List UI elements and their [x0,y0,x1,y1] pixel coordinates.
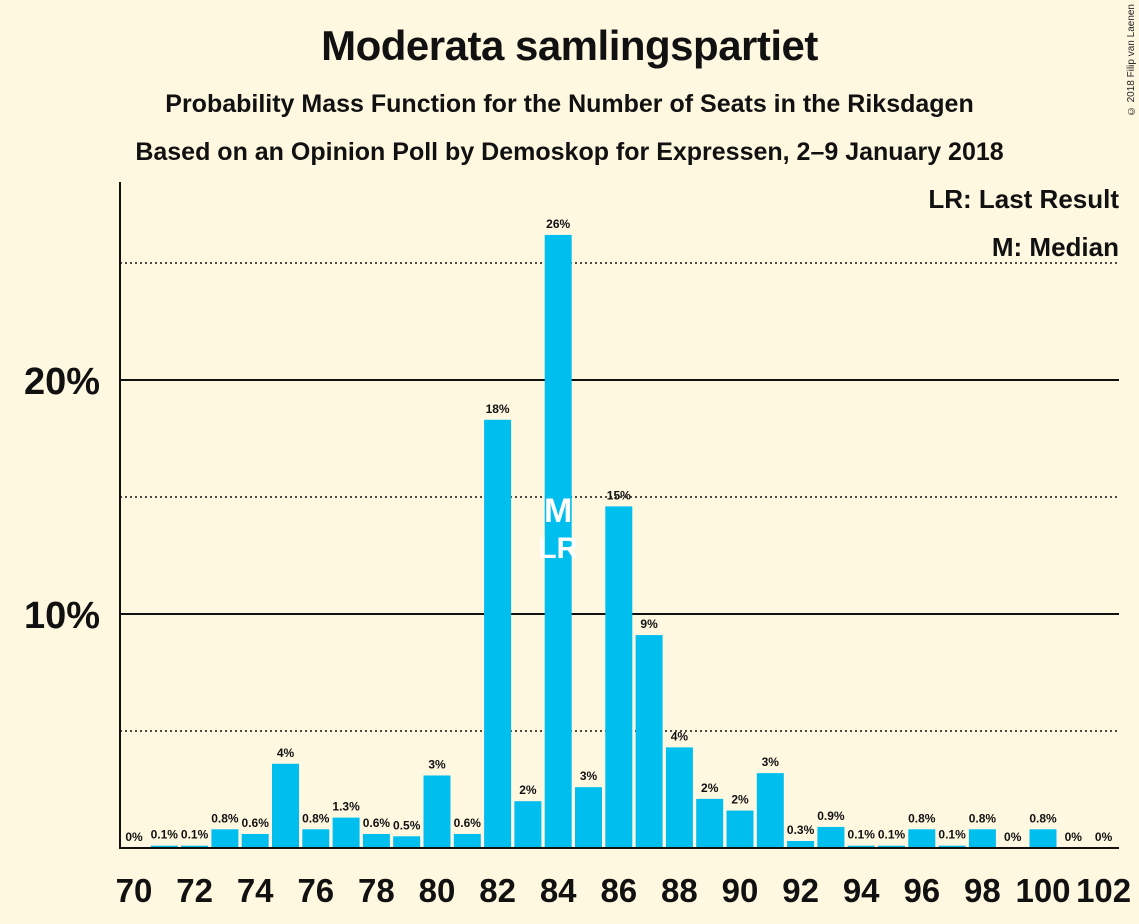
bar-value-label: 0.1% [181,828,209,842]
x-tick-label: 82 [479,872,516,909]
bar [847,845,875,848]
x-tick-label: 94 [843,872,880,909]
bar [938,845,966,848]
bar [605,506,633,848]
bar-value-label: 0% [125,830,143,844]
bar-value-label: 0% [1004,830,1022,844]
bar [302,829,330,848]
x-tick-label: 100 [1015,872,1070,909]
legend-last-result: LR: Last Result [928,184,1119,214]
bar [484,419,512,848]
median-marker: M [544,492,572,530]
bar-value-label: 0.8% [1029,811,1057,825]
bar [241,833,269,848]
bar [423,775,451,848]
x-tick-label: 90 [722,872,759,909]
bar-value-label: 1.3% [332,800,360,814]
bar-value-label: 3% [580,769,598,783]
bar-value-label: 0.6% [454,816,482,830]
x-tick-label: 88 [661,872,698,909]
x-tick-label: 76 [297,872,334,909]
bar-value-label: 0.1% [848,828,876,842]
bar-value-label: 0.5% [393,818,421,832]
bar-value-label: 0.8% [302,811,330,825]
bar [665,747,693,848]
bar [362,833,390,848]
x-tick-label: 86 [600,872,637,909]
bar-value-label: 4% [277,746,295,760]
bar [514,801,542,848]
y-tick-label: 10% [24,595,100,637]
bar [726,810,754,848]
bar-value-label: 0.1% [938,828,966,842]
chart-subtitle: Probability Mass Function for the Number… [165,90,974,118]
bar [332,817,360,848]
bar-value-label: 15% [607,488,631,502]
bar [878,845,905,848]
bar-value-label: 2% [701,781,719,795]
x-tick-label: 96 [903,872,940,909]
legend-median: M: Median [991,232,1119,262]
bar [635,635,663,848]
bar-value-label: 0% [1095,830,1113,844]
bar-value-label: 0% [1065,830,1083,844]
bar [575,787,602,848]
x-tick-label: 102 [1076,872,1131,909]
x-tick-label: 74 [237,872,274,909]
bar [817,826,845,848]
bar-value-label: 0.6% [363,816,391,830]
bar-value-label: 9% [640,617,658,631]
bar-value-label: 3% [762,755,780,769]
bar [544,234,572,849]
x-tick-label: 98 [964,872,1001,909]
bar [150,845,178,848]
bar-value-label: 0.8% [211,811,239,825]
bar-value-label: 0.1% [151,828,179,842]
bar [787,840,815,848]
bar-value-label: 0.8% [969,811,997,825]
bar-value-label: 0.3% [787,823,815,837]
bar [393,836,421,848]
bar [908,829,936,848]
y-tick-label: 20% [24,361,100,403]
x-tick-label: 92 [782,872,819,909]
bar [272,763,299,848]
bar-value-label: 0.1% [878,828,906,842]
bar-value-label: 18% [486,402,510,416]
x-tick-label: 78 [358,872,395,909]
x-tick-label: 84 [540,872,577,909]
chart-subtitle-poll: Based on an Opinion Poll by Demoskop for… [135,138,1004,166]
x-tick-label: 72 [176,872,213,909]
bar-value-label: 2% [519,783,537,797]
x-tick-label: 70 [116,872,153,909]
bar-value-label: 26% [546,217,570,231]
bar-value-label: 4% [671,729,689,743]
bar [696,798,724,848]
bar-value-label: 0.9% [817,809,845,823]
bar [211,829,239,848]
bar [1029,829,1057,848]
last-result-marker: LR [538,532,578,565]
bar [756,773,784,848]
bar-value-label: 2% [731,793,749,807]
chart-title: Moderata samlingspartiet [321,22,818,69]
bar-value-label: 0.6% [242,816,270,830]
bar-value-label: 3% [428,757,446,771]
bar [968,829,996,848]
bar [453,833,481,848]
bar-value-label: 0.8% [908,811,936,825]
x-tick-label: 80 [419,872,456,909]
bar [181,845,209,848]
